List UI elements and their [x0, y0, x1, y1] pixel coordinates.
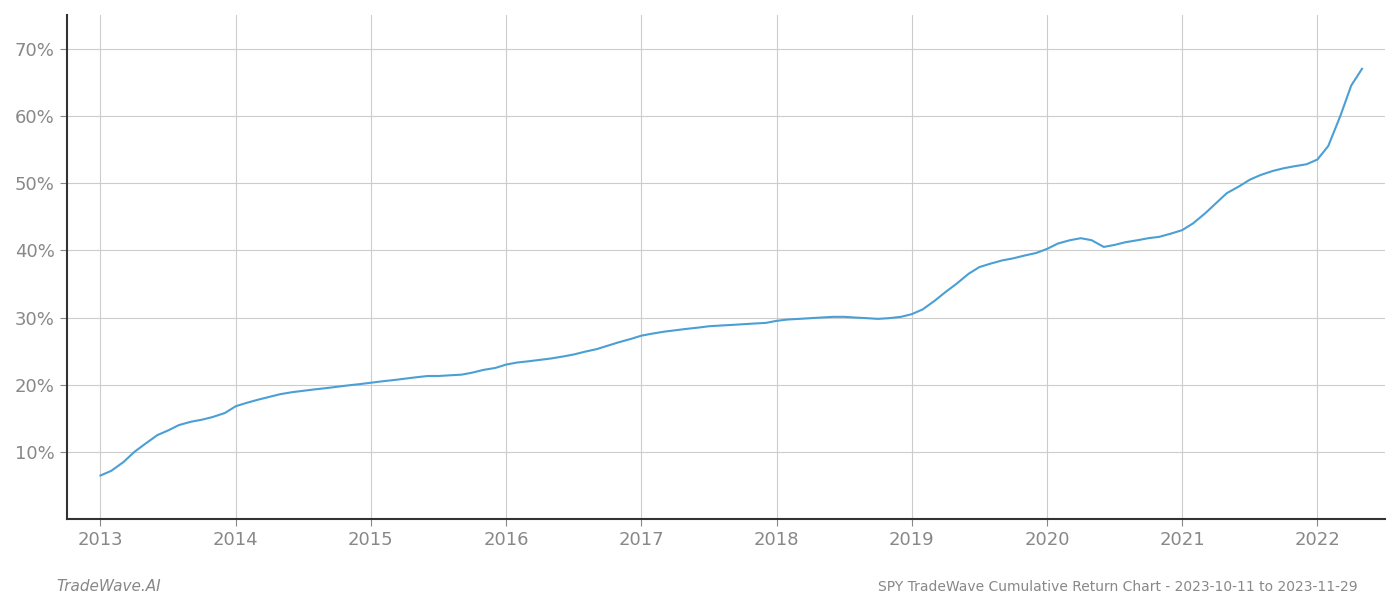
- Text: SPY TradeWave Cumulative Return Chart - 2023-10-11 to 2023-11-29: SPY TradeWave Cumulative Return Chart - …: [878, 580, 1358, 594]
- Text: TradeWave.AI: TradeWave.AI: [56, 579, 161, 594]
